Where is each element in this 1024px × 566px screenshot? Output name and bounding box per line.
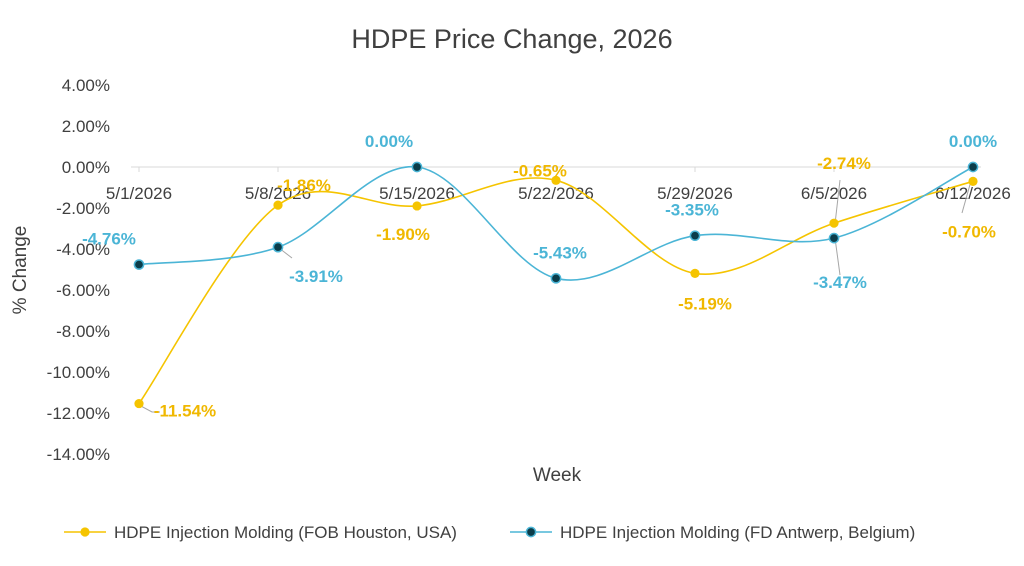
data-label: -1.90% [376,225,430,244]
x-tick-label: 5/1/2026 [106,184,172,203]
data-point [828,232,840,244]
data-point [690,268,700,278]
y-axis-title: % Change [10,226,31,315]
data-point [412,201,422,211]
data-label: -4.76% [82,230,136,249]
y-tick-label: -4.00% [56,240,110,259]
data-label: -2.74% [817,154,871,173]
data-label: -5.43% [533,243,587,262]
legend-label: HDPE Injection Molding (FOB Houston, USA… [114,523,457,542]
data-label: -0.65% [513,161,567,180]
x-tick-label: 5/15/2026 [379,184,455,203]
y-tick-label: -6.00% [56,281,110,300]
x-axis-title: Week [533,465,582,486]
data-point [551,175,561,185]
x-tick-label: 5/8/2026 [245,184,311,203]
data-label: -5.19% [678,294,732,313]
data-label: -1.86% [277,176,331,195]
leader-line [961,180,972,214]
leader-line [138,404,160,413]
y-tick-label: -8.00% [56,322,110,341]
legend-marker [525,526,537,538]
data-label: 0.00% [365,132,413,151]
series-points [133,161,979,409]
data-labels: -11.54% -1.86% -1.90% -0.65% -5.19% -2.74% -0.… [82,132,997,421]
leader-line [834,179,841,225]
y-axis: 4.00% 2.00% 0.00% -2.00% -4.00% -6.00% -8.00% -… [47,76,110,464]
legend-marker [80,527,90,537]
data-point [272,241,284,253]
x-tick-label: 6/5/2026 [801,184,867,203]
data-point [829,218,839,228]
leader-line [834,237,841,276]
data-point [968,176,978,186]
data-point [134,398,144,409]
y-tick-label: 0.00% [62,158,110,177]
y-tick-label: 4.00% [62,76,110,95]
data-label: -3.35% [665,201,719,220]
data-label: 0.00% [949,132,997,151]
leader-lines [138,179,972,413]
data-point [967,161,979,173]
x-tick-label: 6/12/2026 [935,184,1011,203]
data-label: -11.54% [154,402,216,421]
data-point [411,161,423,173]
data-point [550,272,562,284]
chart-title: HDPE Price Change, 2026 [351,24,672,54]
y-tick-label: -12.00% [47,404,110,423]
y-tick-label: -10.00% [47,363,110,382]
data-label: -3.47% [813,273,867,292]
y-tick-label: -14.00% [47,445,110,464]
data-label: -3.91% [289,267,343,286]
data-point [689,230,701,242]
x-tick-label: 5/29/2026 [657,184,733,203]
y-tick-label: 2.00% [62,117,110,136]
data-label: -0.70% [942,222,996,241]
legend-label: HDPE Injection Molding (FD Antwerp, Belg… [560,523,915,542]
data-point [133,259,145,270]
data-point [273,200,283,210]
legend: HDPE Injection Molding (FOB Houston, USA… [64,523,915,542]
y-tick-label: -2.00% [56,199,110,218]
